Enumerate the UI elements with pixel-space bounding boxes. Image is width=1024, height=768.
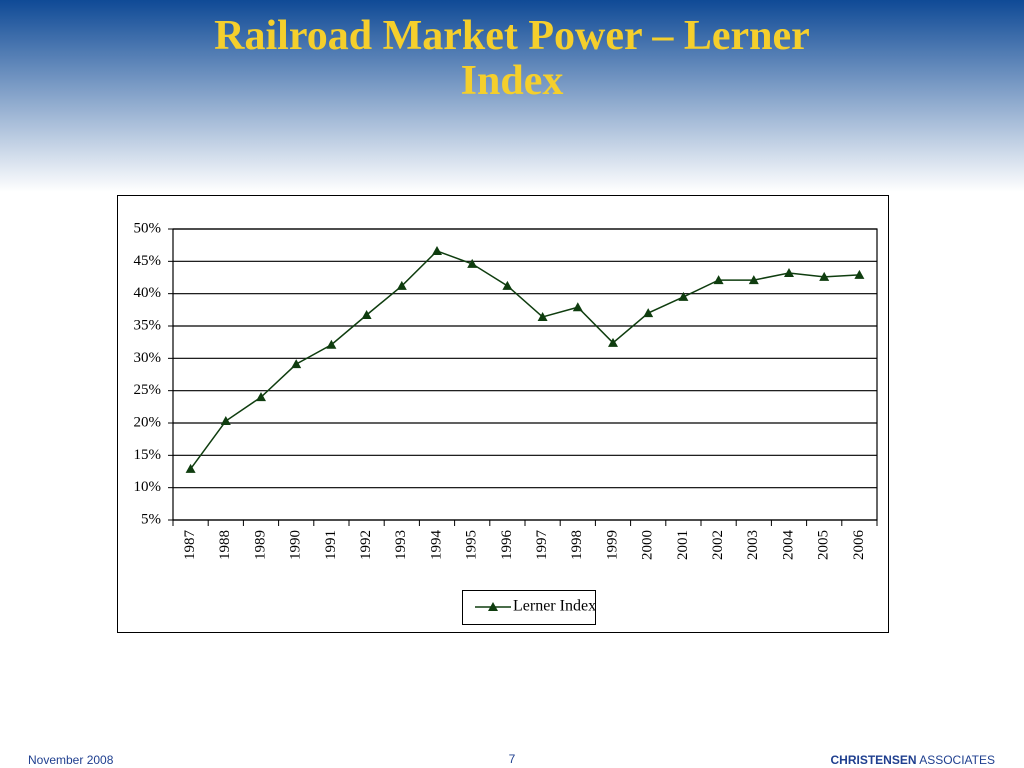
x-tick-label: 1994 [428, 530, 444, 561]
point-marker [819, 271, 830, 281]
point-marker [784, 267, 794, 277]
y-tick-label: 5% [141, 511, 161, 527]
point-marker [748, 275, 759, 285]
point-marker [185, 463, 196, 473]
x-tick-label: 2004 [780, 530, 796, 561]
y-tick-label: 35% [134, 317, 162, 333]
point-marker [502, 280, 513, 290]
point-marker [291, 359, 302, 369]
legend-label: Lerner Index [513, 598, 596, 615]
point-marker [220, 416, 231, 426]
footer-date: November 2008 [28, 753, 114, 767]
company: ASSOCIATES [919, 753, 995, 767]
y-tick-label: 30% [134, 350, 162, 366]
slide-title: Railroad Market Power – Lerner Index [214, 13, 810, 105]
x-tick-label: 1991 [323, 530, 339, 560]
footer-company: CHRISTENSEN ASSOCIATES [831, 753, 995, 767]
chart-frame [117, 195, 889, 633]
point-marker [256, 392, 266, 402]
x-tick-label: 1992 [358, 530, 374, 560]
x-tick-label: 2006 [851, 530, 867, 561]
point-marker [572, 302, 583, 312]
x-tick-label: 1999 [604, 530, 620, 560]
point-marker [678, 291, 689, 301]
y-tick-label: 15% [134, 447, 162, 463]
company-bold: CHRISTENSEN [831, 753, 917, 767]
x-tick-label: 1993 [393, 530, 409, 560]
series-line [189, 250, 860, 470]
y-tick-label: 45% [134, 253, 162, 269]
point-marker [396, 280, 407, 290]
y-tick-label: 25% [134, 382, 162, 398]
x-tick-label: 2001 [675, 530, 691, 560]
x-tick-label: 2000 [640, 530, 656, 560]
page-number: 7 [509, 752, 516, 766]
x-tick-label: 1988 [217, 530, 233, 560]
point-marker [713, 275, 724, 285]
x-tick-label: 1998 [569, 530, 585, 560]
x-tick-label: 1990 [288, 530, 304, 560]
x-tick-label: 1989 [252, 530, 268, 560]
point-marker [608, 337, 618, 347]
legend-marker [488, 602, 498, 611]
x-tick-label: 2002 [710, 530, 726, 560]
x-tick-label: 2005 [816, 530, 832, 560]
y-tick-label: 50% [134, 220, 162, 236]
x-tick-label: 1997 [534, 530, 550, 561]
y-tick-label: 40% [134, 285, 162, 301]
point-marker [854, 269, 865, 279]
y-tick-label: 10% [134, 479, 162, 495]
point-marker [643, 308, 654, 318]
point-marker [432, 245, 442, 255]
x-tick-label: 1996 [499, 530, 515, 561]
x-tick-label: 1995 [464, 530, 480, 560]
x-tick-label: 2003 [745, 530, 761, 560]
point-marker [467, 258, 478, 268]
point-marker [537, 311, 548, 321]
point-marker [326, 339, 337, 349]
legend: Lerner Index [462, 590, 596, 625]
point-marker [361, 310, 372, 320]
y-tick-label: 20% [134, 414, 162, 430]
x-tick-label: 1987 [182, 530, 198, 561]
